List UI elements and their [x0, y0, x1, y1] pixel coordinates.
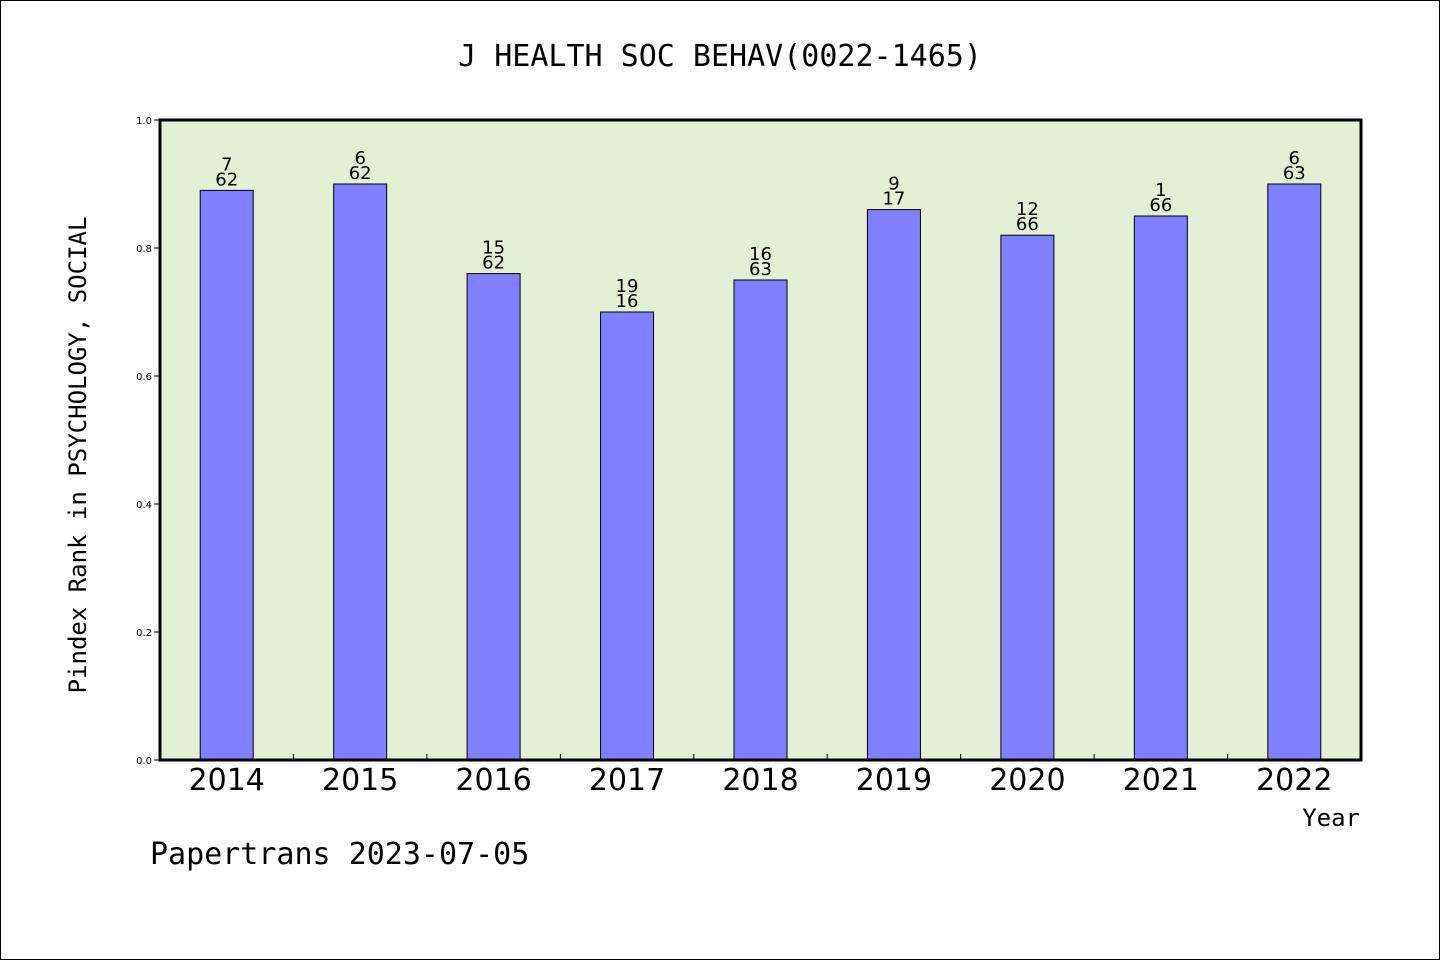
bar — [733, 279, 788, 761]
x-tick-label: 2020 — [989, 763, 1065, 798]
x-axis: 2014 2015 2016 2017 2018 2019 2020 2021 2022 — [189, 754, 1332, 798]
x-axis-label: Year — [1302, 804, 1360, 832]
bar — [466, 273, 521, 761]
footer-text: Papertrans 2023-07-05 — [150, 837, 529, 872]
y-tick-label: 0.8 — [136, 244, 152, 255]
bar-rank-label: 12 — [1016, 199, 1039, 220]
bar-rank-label: 6 — [354, 148, 365, 169]
bar — [600, 311, 655, 761]
bar-rank-label: 15 — [482, 238, 505, 259]
x-tick-label: 2014 — [189, 763, 265, 798]
bar — [1133, 215, 1188, 761]
bar — [1267, 183, 1322, 761]
y-tick-label: 0.2 — [136, 628, 152, 639]
x-tick-label: 2015 — [322, 763, 398, 798]
bar-total-label: 66 — [1016, 214, 1039, 235]
bar — [199, 189, 254, 761]
x-tick-label: 2019 — [856, 763, 932, 798]
bar — [866, 209, 921, 761]
bar — [333, 183, 388, 761]
y-tick-label: 1.0 — [136, 116, 152, 127]
bar-rank-label: 9 — [888, 174, 899, 195]
bar-total-label: 62 — [349, 163, 372, 184]
x-tick-label: 2021 — [1123, 763, 1199, 798]
y-tick-label: 0.4 — [136, 500, 152, 511]
x-tick-label: 2022 — [1256, 763, 1332, 798]
bar-total-label: 66 — [1149, 195, 1172, 216]
bar-total-label: 17 — [882, 189, 905, 210]
x-tick-label: 2016 — [455, 763, 531, 798]
bar-rank-label: 1 — [1155, 180, 1166, 201]
bar-rank-label: 6 — [1289, 148, 1300, 169]
bar-rank-label: 7 — [221, 154, 232, 175]
x-tick-label: 2017 — [589, 763, 665, 798]
bar-total-label: 63 — [1283, 163, 1306, 184]
y-axis-label: Pindex Rank in PSYCHOLOGY, SOCIAL — [64, 217, 92, 694]
bar-rank-label: 19 — [616, 276, 639, 297]
bar-total-label: 16 — [616, 291, 639, 312]
bar-rank-label: 16 — [749, 244, 772, 265]
chart-title: J HEALTH SOC BEHAV(0022-1465) — [458, 39, 982, 74]
y-tick-label: 0.0 — [136, 756, 152, 767]
y-axis: 0.0 0.2 0.4 0.6 0.8 1.0 — [136, 116, 160, 767]
plot-border — [158, 118, 1363, 762]
y-tick-label: 0.6 — [136, 372, 152, 383]
bars — [199, 183, 1322, 761]
bar-total-label: 62 — [215, 169, 238, 190]
bar-total-label: 62 — [482, 253, 505, 274]
x-tick-label: 2018 — [722, 763, 798, 798]
bar — [1000, 234, 1055, 761]
bar-total-label: 63 — [749, 259, 772, 280]
